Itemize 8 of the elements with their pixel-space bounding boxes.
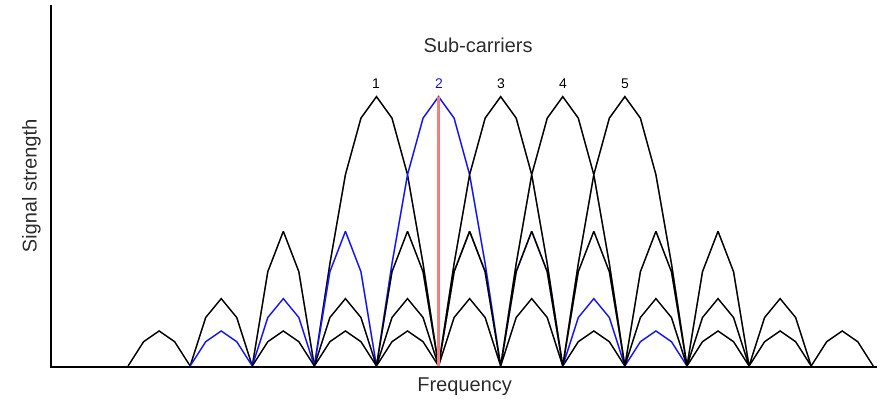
series-label: 1 <box>372 75 380 91</box>
series-label: 4 <box>559 75 567 91</box>
x-axis-title: Frequency <box>417 374 512 396</box>
series-label: 2 <box>435 75 443 91</box>
chart-title: Sub-carriers <box>424 35 532 57</box>
series-label: 5 <box>621 75 629 91</box>
series-label: 3 <box>497 75 505 91</box>
y-axis-title: Signal strength <box>19 118 42 252</box>
